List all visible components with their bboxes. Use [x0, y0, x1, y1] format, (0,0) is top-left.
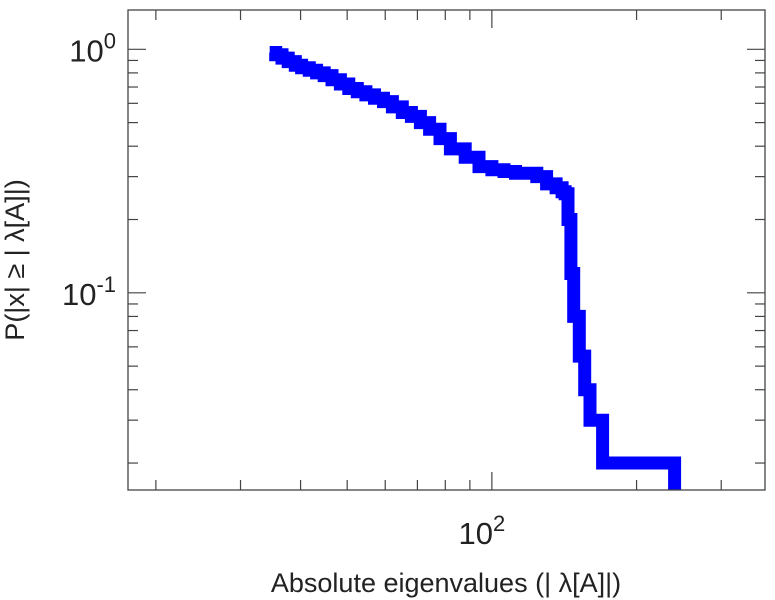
series-line [269, 46, 682, 490]
y-tick-exponent: 0 [104, 28, 116, 53]
y-tick-label: 100 [69, 28, 116, 68]
y-tick-label: 10-1 [62, 272, 116, 312]
x-tick-base: 10 [459, 516, 493, 551]
y-tick-base: 10 [69, 33, 103, 68]
plot-frame [127, 9, 766, 491]
x-axis-label: Absolute eigenvalues (| λ[A]|) [271, 568, 621, 598]
y-tick-base: 10 [62, 277, 96, 312]
x-tick-label: 102 [459, 511, 506, 551]
y-axis-label: P(|x| ≥ | λ[A]|) [0, 179, 30, 340]
x-tick-exponent: 2 [493, 511, 505, 536]
y-tick-exponent: -1 [96, 272, 116, 297]
series-layer [269, 46, 682, 490]
ticks-layer [128, 10, 765, 490]
